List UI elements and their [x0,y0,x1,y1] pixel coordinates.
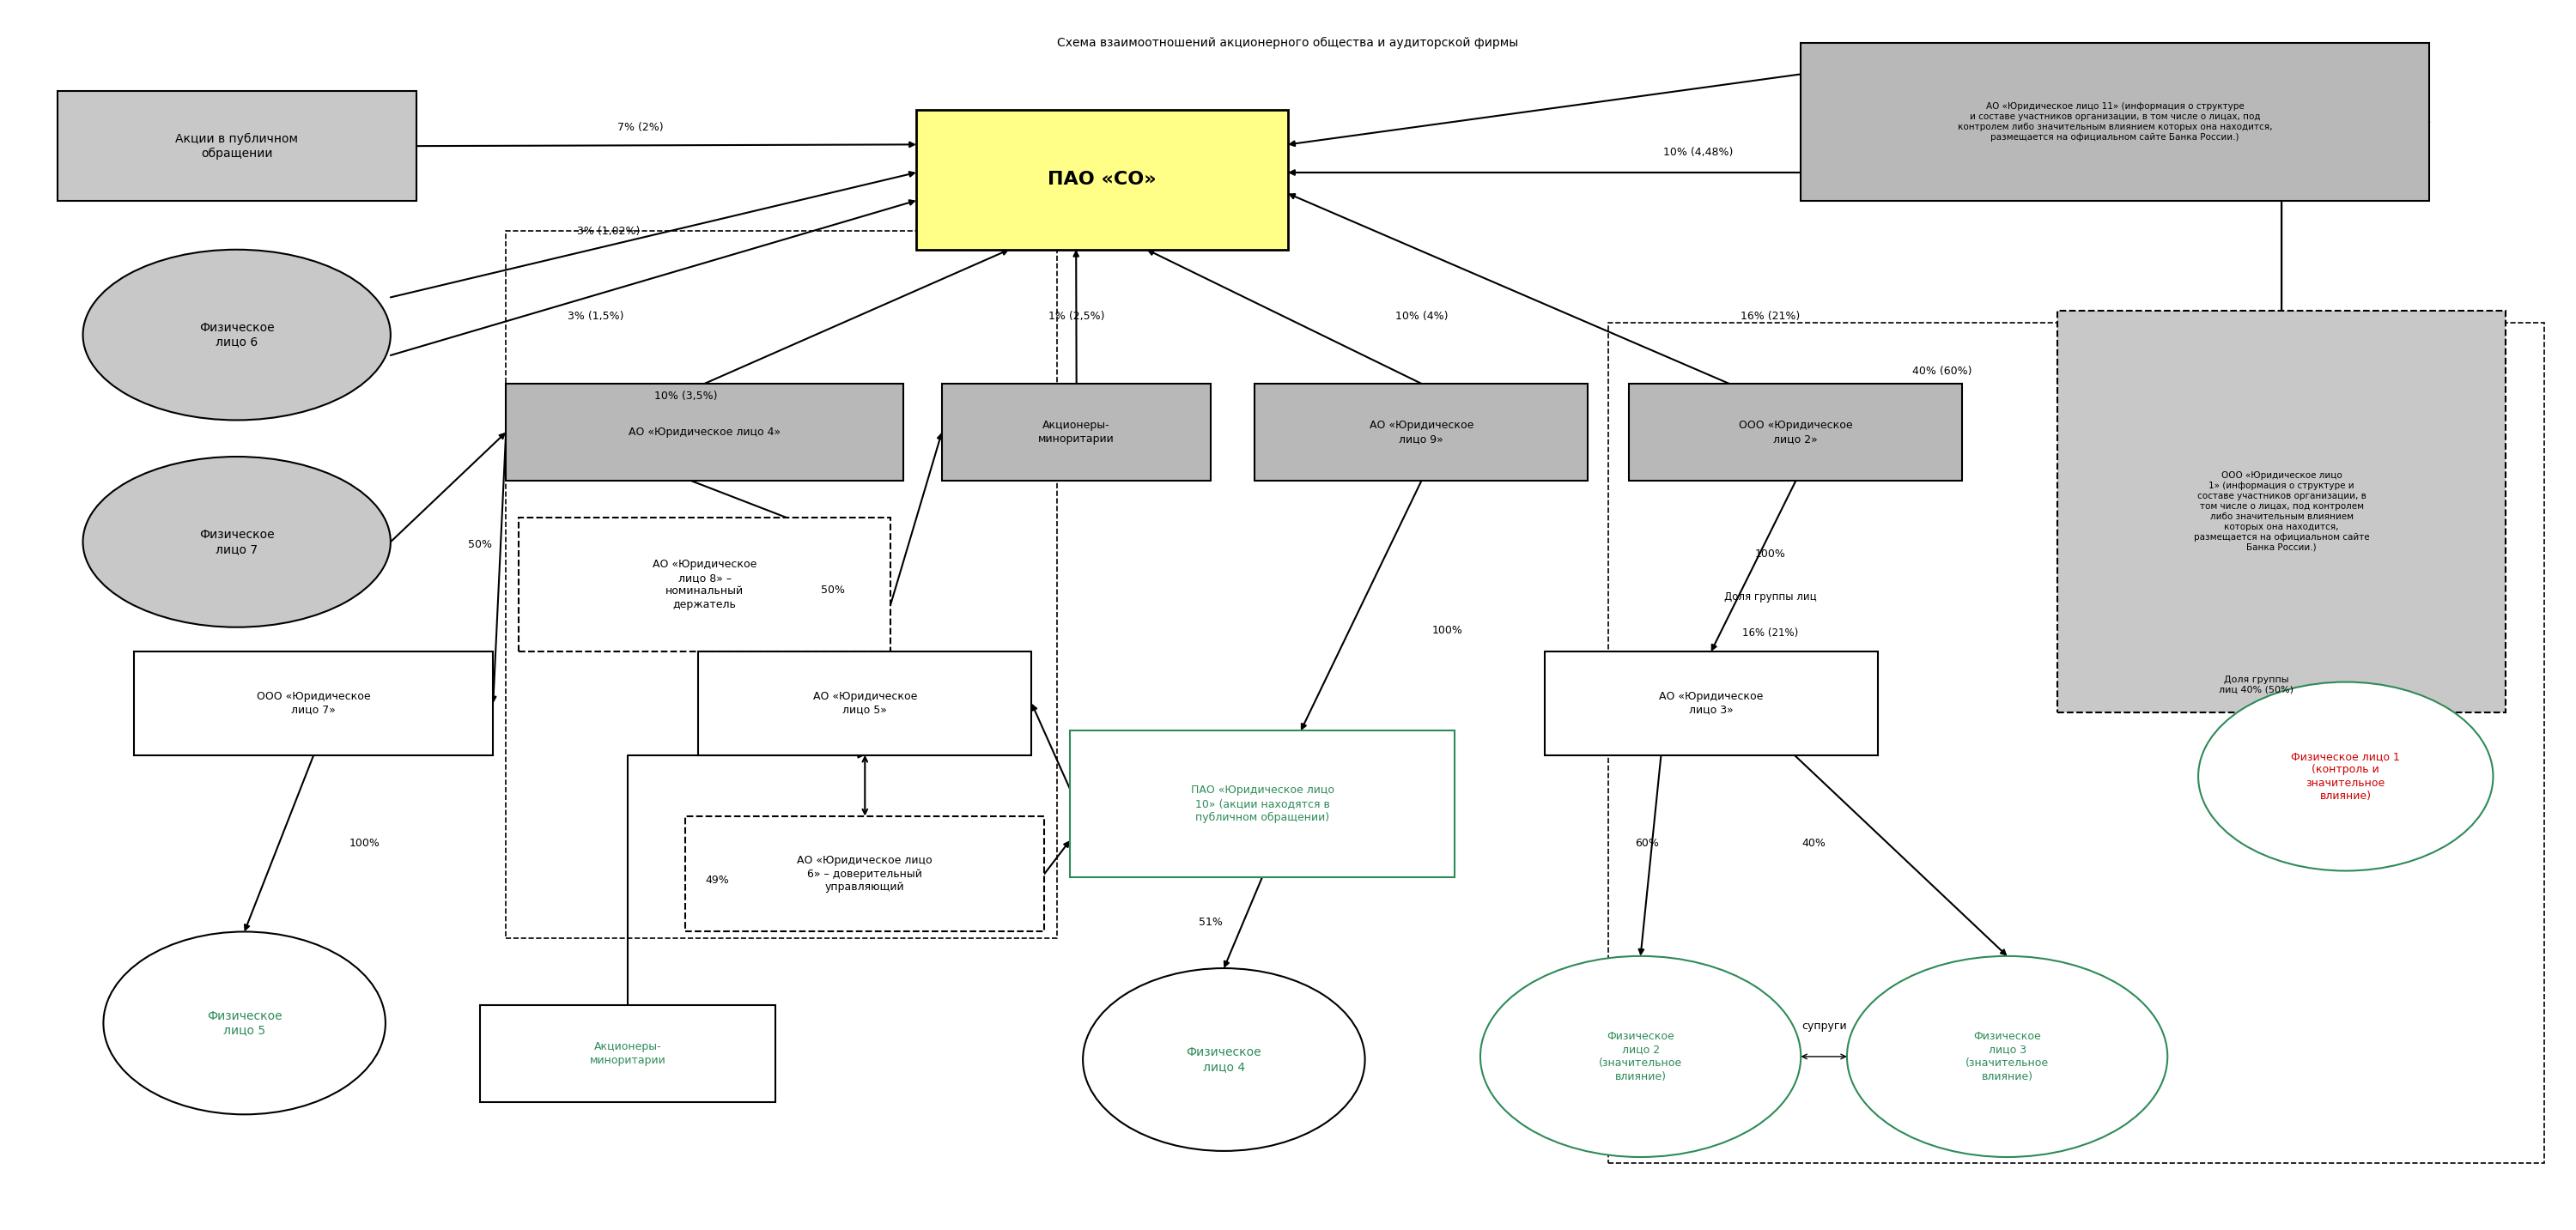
Text: Физическое
лицо 7: Физическое лицо 7 [198,529,276,555]
FancyBboxPatch shape [57,91,417,200]
FancyBboxPatch shape [479,1005,775,1102]
Text: Физическое
лицо 3
(значительное
влияние): Физическое лицо 3 (значительное влияние) [1965,1031,2048,1082]
Text: Физическое лицо 1
(контроль и
значительное
влияние): Физическое лицо 1 (контроль и значительн… [2290,750,2401,802]
Ellipse shape [103,931,386,1114]
Text: 3% (1,5%): 3% (1,5%) [567,311,623,322]
Text: 50%: 50% [469,539,492,550]
Text: ООО «Юридическое
лицо 2»: ООО «Юридическое лицо 2» [1739,421,1852,444]
Ellipse shape [1082,968,1365,1151]
Text: 10% (4,48%): 10% (4,48%) [1664,146,1734,157]
Ellipse shape [82,456,392,627]
Text: Схема взаимоотношений акционерного общества и аудиторской фирмы: Схема взаимоотношений акционерного общес… [1056,37,1520,48]
Text: Доля группы лиц: Доля группы лиц [1723,592,1816,603]
Text: 16% (21%): 16% (21%) [1741,627,1798,638]
Text: супруги: супруги [1801,1021,1847,1032]
Text: АО «Юридическое
лицо 3»: АО «Юридическое лицо 3» [1659,691,1762,716]
Text: ПАО «Юридическое лицо
10» (акции находятся в
публичном обращении): ПАО «Юридическое лицо 10» (акции находят… [1190,785,1334,823]
FancyBboxPatch shape [917,109,1288,250]
Text: Акционеры-
миноритарии: Акционеры- миноритарии [1038,421,1115,444]
Text: 100%: 100% [1432,625,1463,636]
Text: Физическое
лицо 2
(значительное
влияние): Физическое лицо 2 (значительное влияние) [1600,1031,1682,1082]
Text: ООО «Юридическое лицо
1» (информация о структуре и
составе участников организаци: ООО «Юридическое лицо 1» (информация о с… [2195,471,2370,552]
Text: Физическое
лицо 6: Физическое лицо 6 [198,321,276,348]
FancyBboxPatch shape [505,384,904,481]
Text: 40%: 40% [1801,838,1826,849]
FancyBboxPatch shape [698,652,1030,755]
Text: АО «Юридическое
лицо 9»: АО «Юридическое лицо 9» [1370,421,1473,444]
Text: 10% (3,5%): 10% (3,5%) [654,390,716,401]
Text: АО «Юридическое лицо
6» – доверительный
управляющий: АО «Юридическое лицо 6» – доверительный … [796,855,933,893]
FancyBboxPatch shape [1255,384,1587,481]
Text: 10% (4%): 10% (4%) [1396,311,1448,322]
Text: Акционеры-
миноритарии: Акционеры- миноритарии [590,1042,665,1065]
FancyBboxPatch shape [943,384,1211,481]
FancyBboxPatch shape [685,815,1043,931]
Text: 50%: 50% [822,584,845,595]
FancyBboxPatch shape [1628,384,1963,481]
Text: Физическое
лицо 5: Физическое лицо 5 [206,1010,281,1036]
Text: Физическое
лицо 4: Физическое лицо 4 [1188,1047,1262,1073]
Text: 40% (60%): 40% (60%) [1911,365,1971,376]
Text: АО «Юридическое лицо 4»: АО «Юридическое лицо 4» [629,427,781,438]
Text: Акции в публичном
обращении: Акции в публичном обращении [175,133,299,160]
Text: Доля группы
лиц 40% (50%): Доля группы лиц 40% (50%) [2218,675,2293,694]
FancyBboxPatch shape [2058,310,2506,712]
Text: ООО «Юридическое
лицо 7»: ООО «Юридическое лицо 7» [258,691,371,716]
Text: 1% (2,5%): 1% (2,5%) [1048,311,1105,322]
Ellipse shape [1481,956,1801,1157]
FancyBboxPatch shape [1546,652,1878,755]
FancyBboxPatch shape [518,518,891,652]
Text: 51%: 51% [1198,918,1224,929]
Text: АО «Юридическое
лицо 8» –
номинальный
держатель: АО «Юридическое лицо 8» – номинальный де… [652,558,757,610]
Text: ПАО «СО»: ПАО «СО» [1048,171,1157,188]
Text: 100%: 100% [350,838,381,849]
Text: 60%: 60% [1636,838,1659,849]
Ellipse shape [2197,681,2494,871]
Ellipse shape [82,250,392,421]
Ellipse shape [1847,956,2166,1157]
Text: 16% (21%): 16% (21%) [1741,311,1801,322]
Text: 3% (1,02%): 3% (1,02%) [577,226,639,237]
Text: 7% (2%): 7% (2%) [618,122,665,133]
FancyBboxPatch shape [1801,43,2429,200]
FancyBboxPatch shape [1069,731,1455,877]
Text: АО «Юридическое лицо 11» (информация о структуре
и составе участников организаци: АО «Юридическое лицо 11» (информация о с… [1958,102,2272,141]
Text: 49%: 49% [706,875,729,886]
Text: 100%: 100% [1754,549,1785,560]
Text: АО «Юридическое
лицо 5»: АО «Юридическое лицо 5» [814,691,917,716]
FancyBboxPatch shape [134,652,492,755]
